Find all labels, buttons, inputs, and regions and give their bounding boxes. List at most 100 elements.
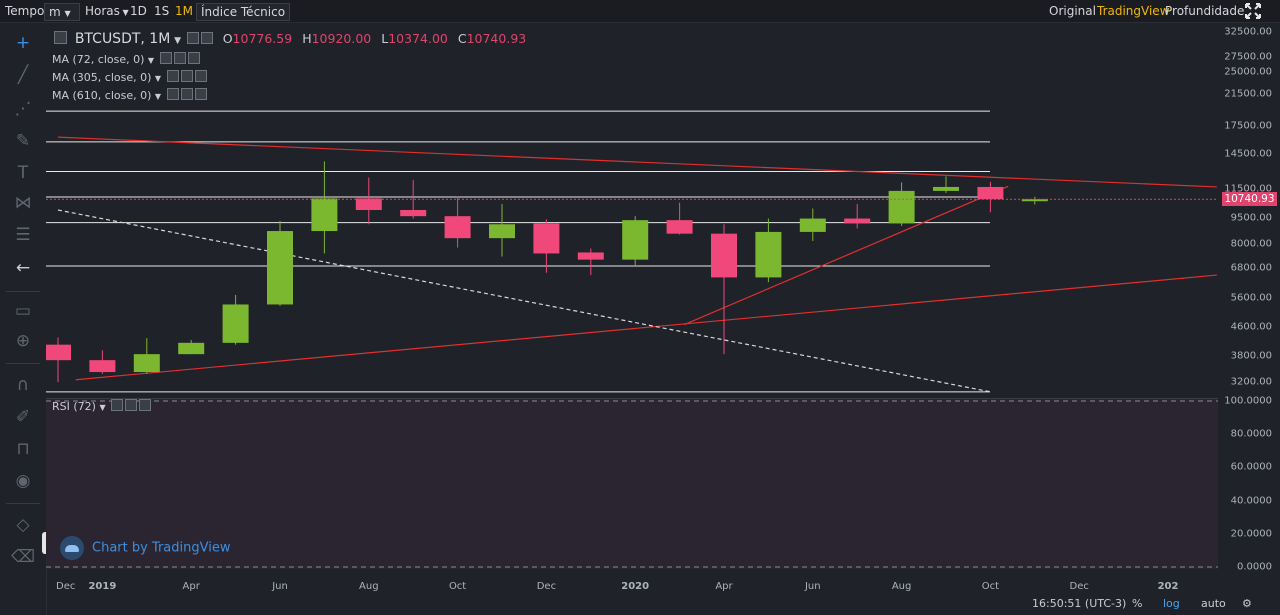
view-original-button[interactable]: Original <box>1049 4 1096 18</box>
interval-1s-button[interactable]: 1S <box>154 4 170 18</box>
close-icon[interactable] <box>187 52 200 64</box>
ma-legend-305[interactable]: MA (305, close, 0) ▼ <box>52 70 207 84</box>
candle-body <box>533 223 560 254</box>
settings-icon[interactable] <box>180 70 193 82</box>
chevron-down-icon[interactable]: ▼ <box>154 92 162 101</box>
candle <box>46 337 71 383</box>
rsi-tick-label: 100.0000 <box>1224 395 1272 407</box>
chevron-down-icon[interactable]: ▼ <box>99 403 106 412</box>
percent-scale-button[interactable]: % <box>1132 597 1143 610</box>
trend-line-icon[interactable]: ╱ <box>17 65 29 85</box>
interval-1d-button[interactable]: 1D <box>130 4 147 18</box>
crosshair-icon[interactable]: + <box>15 33 31 53</box>
price-axis[interactable]: 10740.93 32500.00 27500.00 25000.00 21500.0… <box>1218 23 1280 593</box>
y-tick-label: 25000.00 <box>1224 66 1272 78</box>
log-scale-button[interactable]: log <box>1163 597 1180 610</box>
back-arrow-icon[interactable]: ← <box>15 258 31 278</box>
candle-body <box>222 304 249 343</box>
y-tick-label: 11500.00 <box>1224 183 1272 195</box>
settings-icon[interactable] <box>180 88 193 100</box>
candle-body <box>577 252 604 260</box>
tradingview-watermark[interactable]: Chart by TradingView <box>60 536 230 560</box>
close-icon[interactable] <box>194 88 207 100</box>
eye-icon[interactable]: ◉ <box>15 471 31 491</box>
x-tick-label: Dec <box>537 581 556 592</box>
rsi-tick-label: 20.0000 <box>1230 528 1272 540</box>
x-tick-label: 2020 <box>621 581 649 592</box>
x-tick-label: Jun <box>271 581 288 592</box>
candle <box>933 176 959 193</box>
candle <box>89 350 116 374</box>
rsi-pane <box>46 399 1218 569</box>
settings-icon[interactable] <box>186 32 199 44</box>
close-icon[interactable] <box>194 70 207 82</box>
candle-body <box>400 210 427 217</box>
y-tick-label: 3800.00 <box>1230 350 1272 362</box>
trendline <box>75 274 1217 381</box>
hide-icon[interactable] <box>111 399 124 411</box>
hide-icon[interactable] <box>166 88 179 100</box>
view-depth-button[interactable]: Profundidade <box>1165 4 1245 18</box>
candle <box>799 208 826 241</box>
trendline <box>57 209 991 393</box>
chevron-down-icon[interactable]: ▼ <box>154 74 162 83</box>
hide-icon[interactable] <box>166 70 179 82</box>
magnet-icon[interactable]: ∩ <box>16 375 30 395</box>
brush-icon[interactable]: ✎ <box>15 131 31 151</box>
interval-select[interactable]: m ▼ <box>44 3 80 21</box>
rsi-tick-label: 80.0000 <box>1230 428 1272 440</box>
candle <box>222 294 249 345</box>
settings-icon[interactable] <box>125 399 138 411</box>
price-chart[interactable]: Dec 2019 Apr Jun Aug Oct Dec 2020 Apr Jun Aug Oct De… <box>46 23 1218 593</box>
text-icon[interactable]: T <box>17 163 29 183</box>
chevron-down-icon[interactable]: ▼ <box>174 36 182 46</box>
candle <box>400 179 427 219</box>
view-tradingview-button[interactable]: TradingView <box>1097 4 1170 18</box>
ma-legend-610[interactable]: MA (610, close, 0) ▼ <box>52 88 207 102</box>
technical-index-button[interactable]: Índice Técnico <box>196 3 291 21</box>
candle-body <box>622 220 649 260</box>
hide-icon[interactable] <box>159 52 172 64</box>
fullscreen-icon[interactable] <box>1245 3 1261 19</box>
y-tick-label: 5600.00 <box>1230 292 1272 304</box>
auto-scale-button[interactable]: auto <box>1201 597 1226 610</box>
hours-dropdown[interactable]: Horas ▼ <box>85 4 129 18</box>
candle-body <box>355 198 382 211</box>
pattern-icon[interactable]: ⋈ <box>14 193 32 213</box>
symbol-search-icon[interactable] <box>54 31 67 44</box>
layers-icon[interactable]: ◇ <box>16 515 30 535</box>
y-tick-label: 27500.00 <box>1224 51 1272 63</box>
chevron-down-icon[interactable]: ▼ <box>147 56 155 65</box>
settings-icon[interactable] <box>173 52 186 64</box>
fib-icon[interactable]: ⋰ <box>14 99 32 119</box>
candle-body <box>933 186 959 191</box>
interval-1m-button[interactable]: 1M <box>175 4 193 18</box>
candle-body <box>1021 199 1048 202</box>
candle-body <box>666 220 693 234</box>
ma-legend-72[interactable]: MA (72, close, 0) ▼ <box>52 52 200 66</box>
forecast-icon[interactable]: ☰ <box>15 225 31 245</box>
candle-body <box>133 354 160 373</box>
trash-icon[interactable]: ⌫ <box>11 547 36 567</box>
lock-draw-icon[interactable]: ✐ <box>15 407 31 427</box>
rsi-tick-label: 40.0000 <box>1230 495 1272 507</box>
candle <box>888 182 915 226</box>
x-tick-label: Apr <box>715 581 733 592</box>
hide-icon[interactable] <box>200 32 213 44</box>
candle-body <box>89 360 116 373</box>
tempo-label: Tempo <box>5 4 45 18</box>
settings-gear-icon[interactable]: ⚙ <box>1242 597 1252 610</box>
y-tick-label: 9500.00 <box>1230 212 1272 224</box>
close-icon[interactable] <box>139 399 152 411</box>
y-tick-label: 14500.00 <box>1224 148 1272 160</box>
y-tick-label: 3200.00 <box>1230 376 1272 388</box>
rsi-legend[interactable]: RSI (72) ▼ <box>52 399 152 413</box>
lock-icon[interactable]: ⊓ <box>16 439 30 459</box>
rsi-tick-label: 60.0000 <box>1230 461 1272 473</box>
candle-body <box>444 216 471 239</box>
ruler-icon[interactable]: ▭ <box>14 301 32 321</box>
zoom-icon[interactable]: ⊕ <box>15 331 31 351</box>
candle <box>1021 196 1048 205</box>
x-tick-label: Jun <box>804 581 821 592</box>
candle-body <box>755 231 782 278</box>
